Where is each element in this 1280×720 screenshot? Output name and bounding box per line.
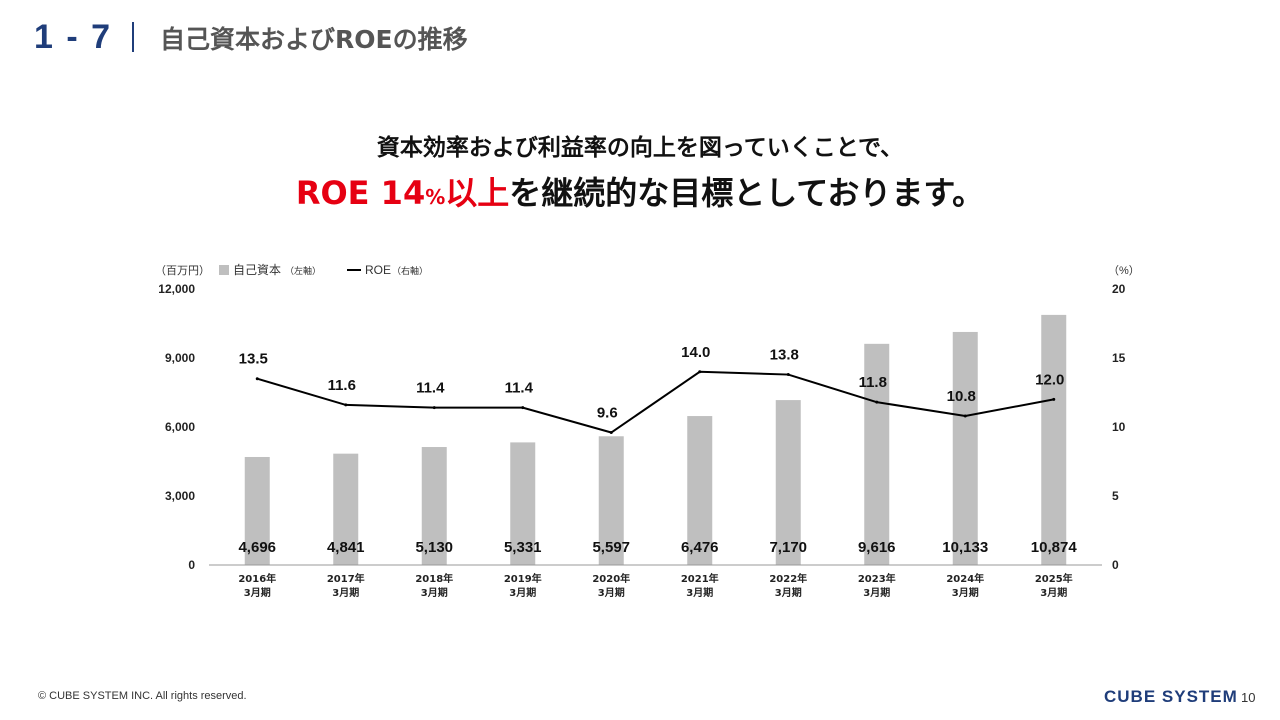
category-label-period: 3月期 [686,586,713,599]
equity-bar [1041,314,1067,565]
category-label-year: 2018年 [415,572,453,585]
title-divider [132,22,134,52]
category-label-year: 2024年 [946,572,984,585]
category-label-period: 3月期 [598,586,625,599]
left-axis-tick: 9,000 [165,351,195,365]
category-label-year: 2016年 [238,572,276,585]
equity-bar [775,400,801,565]
category-label-year: 2020年 [592,572,630,585]
category-label-period: 3月期 [1040,586,1067,599]
right-axis-tick: 10 [1112,420,1126,434]
right-axis-tick: 20 [1112,282,1126,296]
right-axis-tick: 5 [1112,489,1119,503]
left-axis-tick: 12,000 [158,282,195,296]
right-axis-unit: （%） [1108,264,1140,277]
legend-equity-note: （左軸） [285,265,321,277]
left-axis-tick: 6,000 [165,420,195,434]
roe-target-value: ROE 14 [295,174,426,212]
headline-line1: 資本効率および利益率の向上を図っていくことで、 [376,135,904,161]
category-label-period: 3月期 [952,586,979,599]
category-label-period: 3月期 [332,586,359,599]
roe-point [875,400,879,404]
roe-point [786,373,790,377]
equity-value-label: 6,476 [681,539,719,556]
legend-roe-label: ROE [365,263,391,277]
equity-value-label: 4,841 [327,539,365,556]
equity-value-label: 4,696 [238,539,276,556]
roe-value-label: 13.8 [770,347,799,364]
equity-bar [864,343,890,565]
category-label-year: 2025年 [1035,572,1073,585]
category-label-year: 2019年 [504,572,542,585]
equity-value-label: 5,597 [592,539,630,556]
roe-value-label: 9.6 [597,405,618,422]
equity-value-label: 5,130 [415,539,453,556]
equity-bar [510,442,536,565]
roe-value-label: 12.0 [1035,371,1064,388]
equity-value-label: 10,874 [1031,539,1078,556]
section-number: 1 - 7 [34,18,113,56]
left-axis-tick: 3,000 [165,489,195,503]
page-title: 自己資本およびROEの推移 [160,25,468,54]
equity-value-label: 10,133 [942,539,988,556]
right-axis-tick: 0 [1112,558,1119,572]
roe-point [963,414,967,418]
roe-value-label: 11.8 [859,374,887,391]
roe-point [698,370,702,374]
roe-target-percent: % [425,185,446,209]
left-axis-tick: 0 [188,558,195,572]
copyright-text: © CUBE SYSTEM INC. All rights reserved. [38,690,247,702]
roe-line [256,370,1054,434]
company-logo: CUBE SYSTEM [1104,687,1238,706]
equity-value-label: 5,331 [504,539,542,556]
category-label-period: 3月期 [509,586,536,599]
roe-point [1052,397,1056,401]
category-label-period: 3月期 [244,586,271,599]
category-label-year: 2017年 [327,572,365,585]
equity-bar [421,447,447,565]
equity-bar [598,436,624,565]
category-label-period: 3月期 [863,586,890,599]
roe-point [255,377,259,381]
headline-line2: ROE 14%以上を継続的な目標としております。 [0,168,1280,214]
category-label-period: 3月期 [775,586,802,599]
equity-bar [333,453,359,565]
roe-value-label: 11.4 [505,380,534,397]
roe-point [432,406,436,410]
roe-point [521,406,525,410]
legend-roe-note: （右軸） [392,265,428,277]
category-label-year: 2022年 [769,572,807,585]
roe-value-label: 11.6 [328,377,356,394]
roe-target-tail: 以上 [445,174,510,212]
equity-bar [687,416,713,565]
equity-bar [952,331,978,565]
roe-target-highlight: ROE 14%以上 [296,174,509,212]
roe-value-label: 11.4 [416,380,445,397]
category-label-period: 3月期 [421,586,448,599]
equity-value-label: 9,616 [858,539,896,556]
roe-value-label: 10.8 [947,388,976,405]
page-number: 10 [1241,690,1256,705]
roe-point [609,431,613,435]
roe-point [344,403,348,407]
right-axis-tick: 15 [1112,351,1126,365]
left-axis-unit: （百万円） [155,264,210,277]
legend-bar-swatch [219,265,229,275]
legend-equity-label: 自己資本 [233,263,281,277]
category-label-year: 2021年 [681,572,719,585]
equity-value-label: 7,170 [769,539,807,556]
roe-value-label: 14.0 [681,344,710,361]
category-label-year: 2023年 [858,572,896,585]
roe-value-label: 13.5 [239,351,268,368]
equity-bar [244,456,270,565]
headline-line2-rest: を継続的な目標としております。 [509,174,985,212]
